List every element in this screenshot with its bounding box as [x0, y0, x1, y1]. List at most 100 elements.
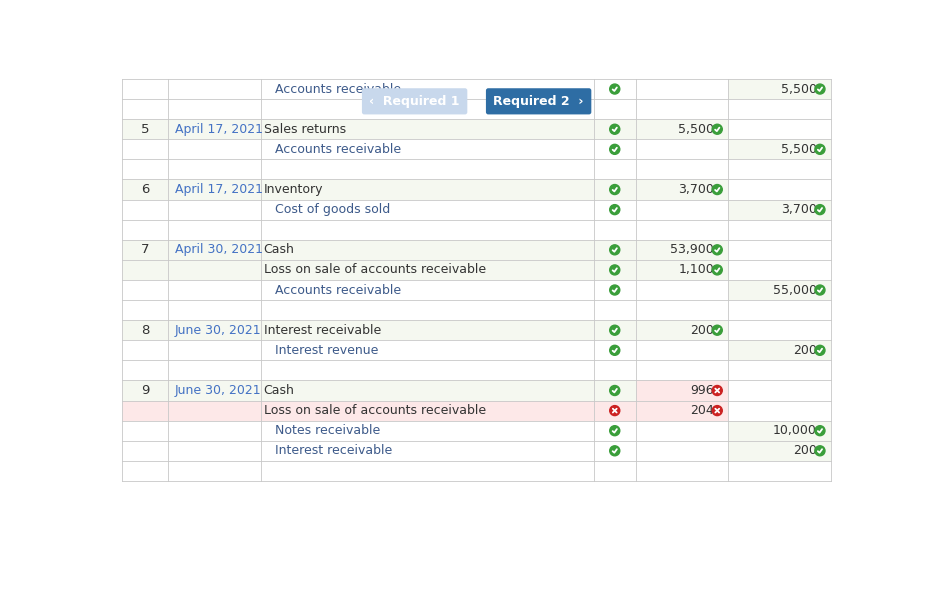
Text: 53,900: 53,900: [671, 243, 714, 256]
Polygon shape: [728, 461, 830, 481]
Circle shape: [712, 265, 723, 275]
Text: 200: 200: [793, 344, 817, 357]
Polygon shape: [636, 220, 728, 240]
Text: Cost of goods sold: Cost of goods sold: [274, 203, 390, 216]
Circle shape: [610, 325, 619, 335]
Polygon shape: [123, 180, 636, 200]
Text: Interest receivable: Interest receivable: [264, 324, 381, 337]
Polygon shape: [123, 160, 636, 180]
Polygon shape: [636, 200, 728, 220]
Text: Accounts receivable: Accounts receivable: [274, 143, 401, 156]
Text: 3,700: 3,700: [678, 183, 714, 196]
Text: April 17, 2021: April 17, 2021: [175, 123, 262, 136]
Polygon shape: [123, 119, 636, 139]
Text: June 30, 2021: June 30, 2021: [175, 324, 261, 337]
Text: April 30, 2021: April 30, 2021: [175, 243, 262, 256]
Text: Interest revenue: Interest revenue: [274, 344, 378, 357]
Text: ‹  Required 1: ‹ Required 1: [369, 95, 459, 108]
Text: 55,000: 55,000: [773, 283, 817, 296]
Polygon shape: [123, 139, 636, 160]
Circle shape: [815, 84, 825, 94]
Text: 1,100: 1,100: [678, 263, 714, 276]
Polygon shape: [636, 361, 728, 381]
Text: Required 2  ›: Required 2 ›: [494, 95, 584, 108]
Circle shape: [610, 285, 619, 295]
Text: 5,500: 5,500: [678, 123, 714, 136]
Text: Cash: Cash: [264, 243, 295, 256]
Text: Interest receivable: Interest receivable: [274, 444, 392, 457]
Text: 8: 8: [141, 324, 150, 337]
Circle shape: [610, 265, 619, 275]
Polygon shape: [636, 421, 728, 441]
Circle shape: [815, 144, 825, 154]
Polygon shape: [728, 240, 830, 260]
Polygon shape: [636, 260, 728, 280]
Circle shape: [610, 426, 619, 436]
Text: Inventory: Inventory: [264, 183, 324, 196]
Circle shape: [610, 446, 619, 456]
Text: Loss on sale of accounts receivable: Loss on sale of accounts receivable: [264, 263, 485, 276]
Polygon shape: [636, 381, 728, 401]
Polygon shape: [728, 180, 830, 200]
Polygon shape: [636, 280, 728, 300]
Polygon shape: [636, 401, 728, 421]
Text: 204: 204: [690, 404, 714, 417]
Circle shape: [610, 245, 619, 255]
Polygon shape: [123, 79, 636, 99]
Circle shape: [712, 245, 723, 255]
Polygon shape: [123, 260, 636, 280]
Circle shape: [815, 446, 825, 456]
Circle shape: [610, 144, 619, 154]
Circle shape: [815, 345, 825, 355]
Text: April 17, 2021: April 17, 2021: [175, 183, 262, 196]
Polygon shape: [636, 240, 728, 260]
Polygon shape: [123, 461, 636, 481]
Circle shape: [610, 185, 619, 194]
Polygon shape: [123, 381, 636, 401]
Polygon shape: [636, 79, 728, 99]
Text: Sales returns: Sales returns: [264, 123, 346, 136]
Circle shape: [815, 205, 825, 215]
Polygon shape: [123, 300, 636, 320]
Circle shape: [610, 405, 619, 416]
Text: 5,500: 5,500: [781, 83, 817, 95]
Text: Accounts receivable: Accounts receivable: [274, 83, 401, 95]
Polygon shape: [728, 320, 830, 341]
Polygon shape: [728, 421, 830, 441]
Polygon shape: [123, 341, 636, 361]
Text: 7: 7: [141, 243, 150, 256]
Polygon shape: [728, 441, 830, 461]
Polygon shape: [123, 200, 636, 220]
Polygon shape: [636, 461, 728, 481]
Polygon shape: [123, 361, 636, 381]
Circle shape: [815, 285, 825, 295]
Text: 996: 996: [690, 384, 714, 397]
Polygon shape: [728, 280, 830, 300]
Polygon shape: [123, 99, 636, 119]
Circle shape: [610, 124, 619, 134]
FancyBboxPatch shape: [485, 88, 591, 115]
Text: June 30, 2021: June 30, 2021: [175, 384, 261, 397]
Text: 200: 200: [690, 324, 714, 337]
Polygon shape: [636, 180, 728, 200]
Text: Cash: Cash: [264, 384, 295, 397]
Polygon shape: [123, 280, 636, 300]
Polygon shape: [636, 320, 728, 341]
Circle shape: [712, 405, 723, 416]
Circle shape: [815, 426, 825, 436]
Polygon shape: [728, 300, 830, 320]
Polygon shape: [636, 160, 728, 180]
Polygon shape: [728, 99, 830, 119]
Circle shape: [712, 325, 723, 335]
Polygon shape: [728, 139, 830, 160]
Polygon shape: [728, 200, 830, 220]
Polygon shape: [636, 341, 728, 361]
Polygon shape: [728, 260, 830, 280]
Text: 6: 6: [141, 183, 150, 196]
Circle shape: [712, 124, 723, 134]
Polygon shape: [728, 381, 830, 401]
Polygon shape: [636, 99, 728, 119]
Polygon shape: [123, 240, 636, 260]
Circle shape: [610, 84, 619, 94]
Polygon shape: [728, 341, 830, 361]
